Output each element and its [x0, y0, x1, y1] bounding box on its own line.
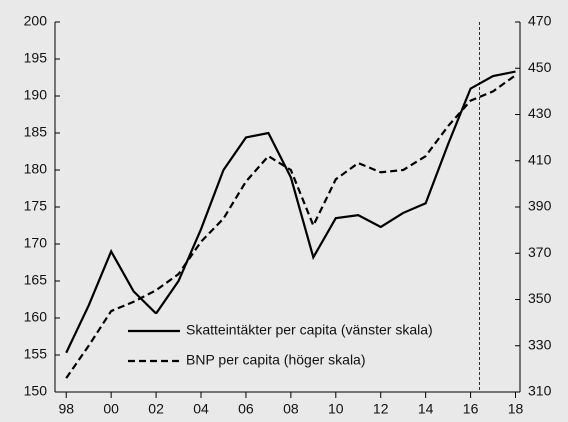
x-tick-label: 12 [373, 401, 389, 417]
y2-tick-label: 450 [528, 59, 552, 75]
y2-tick-label: 350 [528, 290, 552, 306]
y2-tick-label: 370 [528, 244, 552, 260]
y-tick-label: 155 [24, 346, 48, 362]
y2-tick-label: 430 [528, 105, 552, 121]
y2-tick-label: 310 [528, 383, 552, 399]
y-tick-label: 170 [24, 235, 48, 251]
y-tick-label: 195 [24, 50, 48, 66]
y2-tick-label: 470 [528, 13, 552, 29]
y2-tick-label: 330 [528, 336, 552, 352]
series-line [65, 74, 517, 379]
y-tick-label: 185 [24, 124, 48, 140]
x-tick-label: 18 [508, 401, 524, 417]
x-tick-label: 14 [418, 401, 434, 417]
x-tick-label: 02 [148, 401, 164, 417]
x-tick-label: 10 [328, 401, 344, 417]
y-tick-label: 190 [24, 87, 48, 103]
x-tick-label: 08 [283, 401, 299, 417]
y-tick-label: 160 [24, 309, 48, 325]
legend-label: BNP per capita (höger skala) [186, 352, 366, 368]
y2-tick-label: 390 [528, 198, 552, 214]
x-tick-label: 04 [193, 401, 209, 417]
legend-box [120, 314, 472, 378]
y-tick-label: 180 [24, 161, 48, 177]
y-tick-label: 175 [24, 198, 48, 214]
x-tick-label: 06 [238, 401, 254, 417]
y-tick-label: 200 [24, 13, 48, 29]
y-tick-label: 150 [24, 383, 48, 399]
x-tick-label: 00 [103, 401, 119, 417]
x-tick-label: 16 [463, 401, 479, 417]
legend-label: Skatteintäkter per capita (vänster skala… [186, 322, 433, 338]
y2-tick-label: 410 [528, 151, 552, 167]
y-tick-label: 165 [24, 272, 48, 288]
x-tick-label: 98 [58, 401, 74, 417]
